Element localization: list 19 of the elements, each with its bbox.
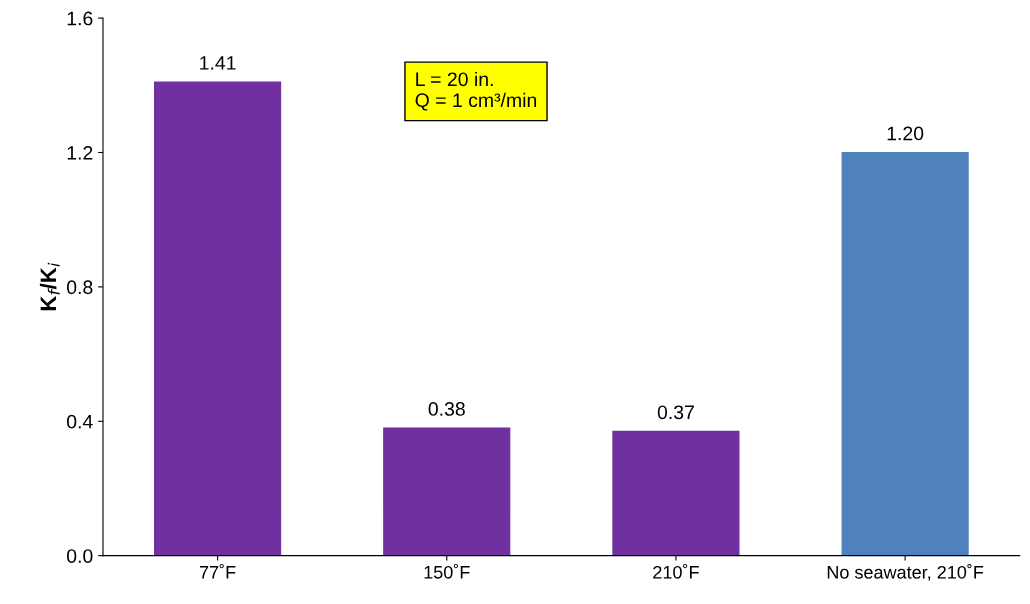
- bar: [154, 81, 282, 556]
- y-tick-label: 0.4: [67, 414, 93, 429]
- data-label: 1.41: [200, 56, 236, 70]
- data-label: 0.38: [428, 402, 465, 416]
- y-tick-label: 1.2: [67, 145, 93, 160]
- data-label: 0.37: [657, 405, 694, 420]
- y-tick-label: 1.6: [67, 11, 93, 26]
- bar: [612, 430, 740, 556]
- bar: [383, 427, 511, 556]
- y-axis-title: K$_{f}$/K$_{i}$: [39, 262, 60, 311]
- bar: [841, 151, 969, 556]
- data-label: 1.20: [887, 126, 924, 141]
- x-tick-label: No seawater, 210˚F: [827, 563, 984, 581]
- x-tick-label: 77˚F: [199, 563, 236, 579]
- x-tick-label: 150˚F: [424, 563, 470, 579]
- annotation: L = 20 in. Q = 1 cm³/min: [415, 71, 537, 111]
- x-tick-label: 210˚F: [653, 563, 699, 579]
- y-tick-label: 0.8: [67, 280, 93, 295]
- y-tick-label: 0.0: [67, 549, 93, 563]
